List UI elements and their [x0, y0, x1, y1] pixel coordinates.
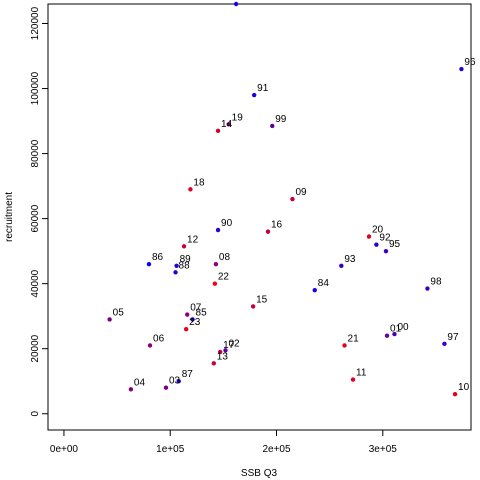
point-label: 20 — [372, 225, 384, 236]
x-axis-label: SSB Q3 — [241, 468, 278, 479]
point-label: 89 — [180, 254, 192, 265]
point-label: 86 — [152, 252, 164, 263]
point-label: 13 — [217, 351, 229, 362]
data-point — [183, 326, 189, 332]
data-point — [215, 128, 221, 134]
data-point — [226, 122, 231, 127]
data-point — [211, 361, 216, 366]
y-tick-label: 20000 — [30, 334, 41, 362]
y-axis: 0 20000 40000 60000 80000 100000 120000 — [30, 6, 48, 417]
data-point — [215, 227, 221, 233]
point-label: 15 — [256, 294, 268, 305]
x-tick-label: 0e+00 — [50, 444, 79, 455]
data-point — [452, 392, 458, 397]
data-point — [392, 331, 397, 337]
point-label: 97 — [447, 332, 459, 343]
data-points — [107, 1, 464, 397]
y-tick-label: 120000 — [30, 6, 41, 40]
point-label: 16 — [271, 220, 283, 231]
point-label: 19 — [232, 112, 244, 123]
data-point — [350, 377, 356, 382]
point-label: 17 — [223, 340, 235, 351]
data-point — [233, 1, 239, 7]
data-point — [107, 317, 112, 322]
point-label: 14 — [221, 119, 233, 130]
point-label: 22 — [218, 272, 230, 283]
x-axis: 0e+00 1e+05 2e+05 3e+05 — [50, 430, 397, 455]
data-point — [384, 333, 390, 338]
point-label: 96 — [464, 57, 476, 68]
data-point — [185, 312, 190, 317]
data-point — [190, 317, 195, 322]
point-label: 95 — [389, 239, 401, 250]
data-point — [383, 248, 389, 254]
data-point — [342, 343, 347, 348]
data-point — [265, 229, 271, 234]
data-point — [442, 341, 447, 347]
x-tick-label: 2e+05 — [262, 444, 291, 455]
point-label: 02 — [228, 338, 240, 349]
data-point — [146, 261, 152, 267]
data-point — [128, 387, 134, 392]
data-point — [213, 261, 219, 267]
point-label: 18 — [193, 177, 205, 188]
y-tick-label: 40000 — [30, 269, 41, 297]
point-label: 92 — [379, 233, 391, 244]
point-label: 94 — [239, 0, 251, 3]
data-point — [374, 242, 379, 247]
point-label: 04 — [134, 377, 146, 388]
point-label: 03 — [169, 376, 181, 387]
point-label: 85 — [196, 307, 208, 318]
point-label: 06 — [153, 333, 165, 344]
data-point — [339, 263, 344, 268]
y-tick-label: 100000 — [30, 71, 41, 105]
data-point — [312, 287, 317, 293]
data-point — [181, 244, 187, 249]
point-label: 23 — [189, 317, 201, 328]
data-point — [290, 196, 295, 202]
point-label: 07 — [190, 303, 202, 314]
point-label: 01 — [390, 324, 402, 335]
point-label: 10 — [458, 382, 470, 393]
point-label: 12 — [187, 234, 199, 245]
point-label: 21 — [348, 333, 360, 344]
data-point — [366, 234, 372, 239]
point-label: 09 — [295, 187, 307, 198]
plot-frame — [47, 3, 472, 431]
data-point — [223, 348, 228, 353]
data-point — [212, 281, 218, 286]
y-tick-label: 0 — [30, 411, 41, 417]
point-label: 99 — [275, 114, 287, 125]
point-label: 00 — [397, 322, 409, 333]
data-point — [217, 349, 223, 355]
data-point — [147, 343, 153, 348]
point-label: 08 — [219, 252, 231, 263]
data-point — [176, 379, 181, 384]
point-label: 98 — [430, 277, 442, 288]
y-tick-label: 80000 — [30, 139, 41, 167]
y-axis-label: recruitment — [4, 192, 15, 242]
point-label: 05 — [113, 307, 125, 318]
data-point — [173, 270, 178, 275]
data-point — [270, 123, 275, 129]
x-tick-label: 1e+05 — [156, 444, 185, 455]
data-point — [251, 92, 257, 98]
data-point — [174, 263, 179, 268]
point-label: 11 — [356, 368, 367, 379]
x-tick-label: 3e+05 — [369, 444, 398, 455]
data-point — [163, 385, 169, 390]
point-label: 91 — [257, 83, 269, 94]
data-point — [425, 286, 430, 291]
point-label: 93 — [344, 254, 356, 265]
point-label: 90 — [221, 218, 233, 229]
data-point — [459, 66, 464, 72]
data-point — [188, 187, 193, 192]
data-point — [250, 304, 256, 309]
point-label: 84 — [318, 278, 330, 289]
point-label: 87 — [182, 369, 194, 380]
point-label: 88 — [179, 260, 191, 271]
y-tick-label: 60000 — [30, 204, 41, 232]
